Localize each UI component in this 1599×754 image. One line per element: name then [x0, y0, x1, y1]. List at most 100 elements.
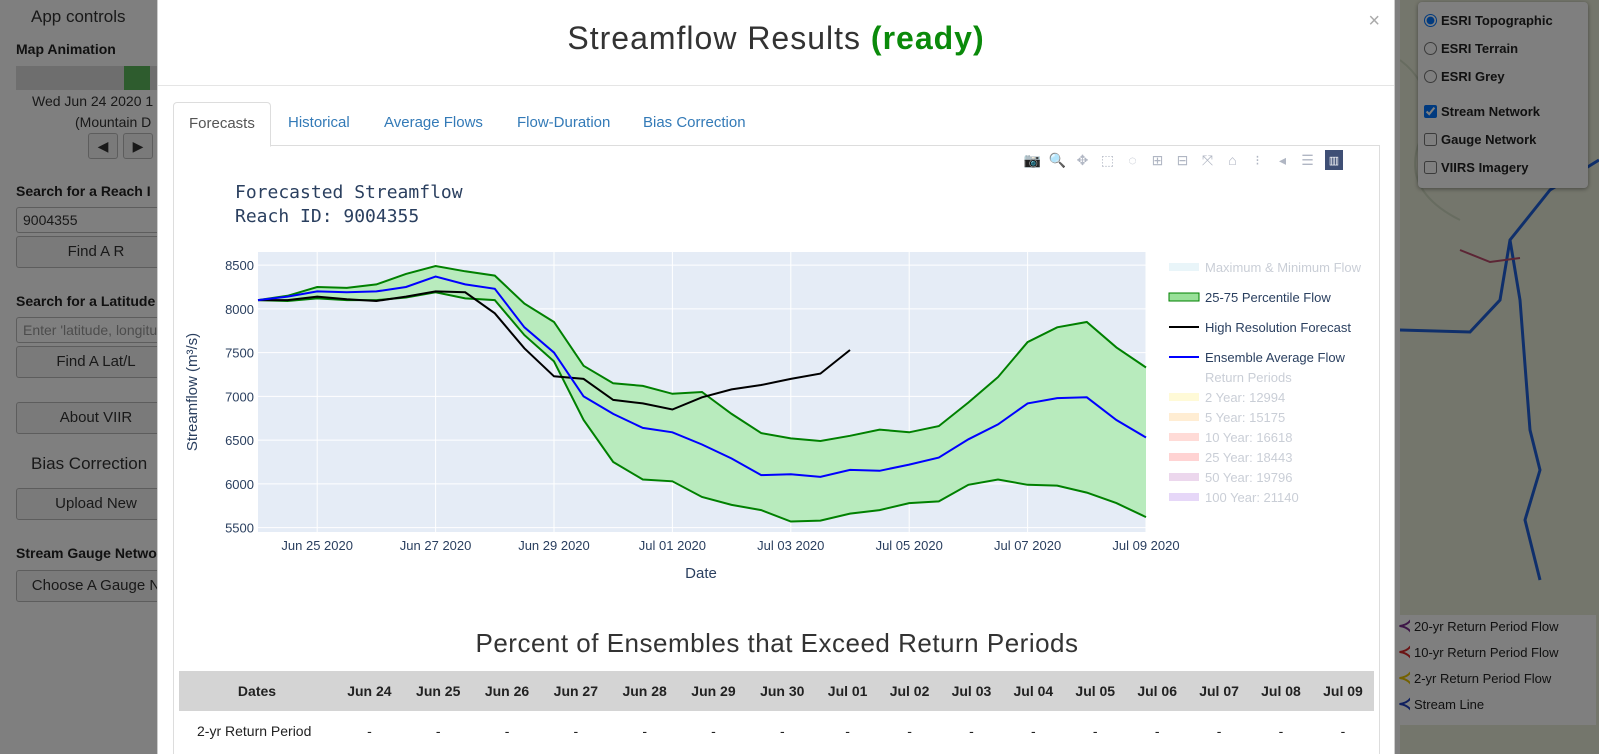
table-row: 2-yr Return Period - - - - - - - - - - - - - - - - [179, 711, 1374, 751]
reset-axes-icon[interactable]: ⌂ [1228, 152, 1237, 168]
zoom-out-icon[interactable]: ⊟ [1176, 151, 1189, 168]
close-button[interactable]: × [1368, 10, 1380, 32]
date-column-header: Jul 09 [1311, 671, 1374, 711]
pan-icon[interactable]: ✥ [1076, 151, 1089, 168]
chart-legend-item[interactable]: 50 Year: 19796 [1169, 470, 1292, 485]
date-column-header: Jun 27 [541, 671, 611, 711]
legend-swatch [1169, 393, 1199, 401]
modal-title: Streamflow Results (ready) [158, 20, 1394, 57]
legend-label: 5 Year: 15175 [1205, 410, 1285, 425]
date-column-header: Jul 02 [878, 671, 941, 711]
legend-swatch [1169, 413, 1199, 421]
date-column-header: Jul 01 [816, 671, 879, 711]
tab-forecasts[interactable]: Forecasts [173, 102, 271, 147]
zoom-icon[interactable]: 🔍 [1048, 151, 1067, 168]
date-column-header: Jul 06 [1126, 671, 1189, 711]
chart-legend-item[interactable]: High Resolution Forecast [1169, 320, 1351, 335]
date-column-header: Jul 08 [1250, 671, 1312, 711]
dates-header: Dates [179, 671, 335, 711]
date-column-header: Jul 07 [1188, 671, 1251, 711]
status-badge: (ready) [870, 20, 985, 56]
chart-legend-item[interactable]: 25 Year: 18443 [1169, 450, 1292, 465]
x-tick-label: Jun 27 2020 [400, 538, 472, 553]
x-tick-label: Jul 05 2020 [876, 538, 943, 553]
chart-legend-item[interactable]: 10 Year: 16618 [1169, 430, 1292, 445]
date-column-header: Jul 05 [1064, 671, 1127, 711]
date-column-header: Jun 26 [472, 671, 542, 711]
date-column-header: Jun 28 [610, 671, 680, 711]
legend-swatch [1169, 263, 1199, 271]
y-tick-label: 8500 [225, 258, 254, 273]
table-cell: - [1278, 723, 1284, 739]
legend-label: High Resolution Forecast [1205, 320, 1351, 335]
legend-label: 100 Year: 21140 [1205, 490, 1299, 505]
legend-swatch [1169, 493, 1199, 501]
lasso-icon[interactable]: ◌ [1128, 152, 1137, 168]
chart-title: Forecasted Streamflow [235, 182, 463, 203]
y-tick-label: 7500 [225, 346, 254, 361]
legend-label: Return Periods [1205, 370, 1292, 385]
table-cell: - [367, 723, 372, 739]
chart-legend-item[interactable]: Ensemble Average Flow [1169, 350, 1346, 365]
date-column-header: Jun 29 [679, 671, 748, 711]
legend-label: 25 Year: 18443 [1205, 450, 1292, 465]
x-tick-label: Jul 01 2020 [639, 538, 706, 553]
table-cell: - [435, 723, 441, 739]
table-cell: - [1092, 723, 1098, 739]
legend-label: Ensemble Average Flow [1205, 350, 1346, 365]
spike-lines-icon[interactable]: ⁝ [1255, 151, 1260, 168]
table-cell: - [845, 723, 850, 739]
chart-legend-item[interactable]: 25-75 Percentile Flow [1168, 290, 1331, 305]
zoom-in-icon[interactable]: ⊞ [1151, 151, 1164, 168]
date-column-header: Jun 24 [335, 671, 404, 711]
chart-legend-item[interactable]: 100 Year: 21140 [1169, 490, 1299, 505]
plotly-logo-icon[interactable]: ▥ [1325, 150, 1343, 170]
chart-legend-item[interactable]: 5 Year: 15175 [1169, 410, 1285, 425]
hover-compare-icon[interactable]: ☰ [1301, 151, 1314, 168]
table-cell: - [1216, 723, 1222, 739]
forecast-chart[interactable]: 5500 6000 6500 7000 7500 8000 8500 Jun 25 2020 J… [158, 0, 1396, 610]
chart-legend-item[interactable]: Return Periods [1205, 370, 1292, 385]
camera-icon[interactable]: 📷 [1023, 151, 1042, 168]
table-cell: - [1031, 723, 1036, 739]
date-column-header: Jul 03 [940, 671, 1003, 711]
legend-swatch [1168, 292, 1200, 302]
legend-label: 50 Year: 19796 [1205, 470, 1292, 485]
tab-flow-duration[interactable]: Flow-Duration [517, 114, 611, 131]
chart-legend-item[interactable]: Maximum & Minimum Flow [1169, 260, 1362, 275]
legend-label: Maximum & Minimum Flow [1205, 260, 1362, 275]
chart-subtitle: Reach ID: 9004355 [235, 206, 419, 227]
table-cell: - [1340, 723, 1346, 739]
date-column-header: Jul 04 [1002, 671, 1065, 711]
autoscale-icon[interactable]: ⤧ [1201, 151, 1214, 168]
legend-swatch [1169, 433, 1199, 441]
date-column-header: Jun 25 [403, 671, 473, 711]
table-cell: - [573, 723, 579, 739]
date-column-header: Jun 30 [747, 671, 817, 711]
exceed-table: Dates Jun 24 Jun 25 Jun 26 Jun 27 Jun 28 Jun 2… [179, 671, 1374, 751]
x-tick-label: Jul 07 2020 [994, 538, 1061, 553]
x-tick-label: Jun 25 2020 [281, 538, 353, 553]
y-tick-label: 6500 [225, 433, 254, 448]
percentile-band-fill [258, 266, 1146, 522]
y-tick-label: 8000 [225, 302, 254, 317]
tab-bias-correction[interactable]: Bias Correction [643, 114, 746, 131]
chart-legend-item[interactable]: 2 Year: 12994 [1169, 390, 1285, 405]
modal-title-text: Streamflow Results [567, 20, 862, 56]
tab-content [173, 146, 1380, 754]
y-axis-label: Streamflow (m³/s) [184, 333, 201, 451]
hover-closest-icon[interactable]: ◂ [1278, 151, 1287, 168]
tab-average-flows[interactable]: Average Flows [384, 114, 483, 131]
legend-swatch [1169, 453, 1199, 461]
tab-historical[interactable]: Historical [288, 114, 350, 131]
table-cell: - [711, 723, 716, 739]
table-cell: - [779, 723, 785, 739]
y-tick-label: 5500 [225, 521, 254, 536]
result-tabs: Forecasts Historical Average Flows Flow-Dur… [173, 102, 1380, 147]
box-select-icon[interactable]: ⬚ [1100, 151, 1115, 168]
legend-label: 2 Year: 12994 [1205, 390, 1285, 405]
row-label: 2-yr Return Period [197, 723, 312, 739]
table-cell: - [969, 723, 974, 739]
table-cell: - [642, 723, 647, 739]
x-axis-label: Date [685, 565, 717, 582]
